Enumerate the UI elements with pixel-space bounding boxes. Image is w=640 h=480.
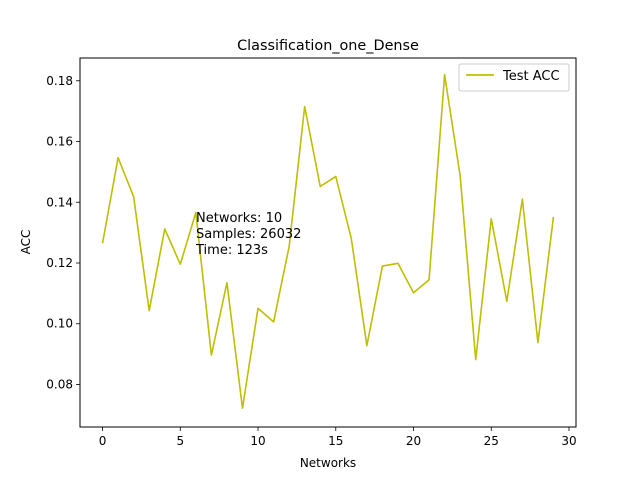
y-tick-label: 0.10 <box>46 317 73 331</box>
y-axis-label: ACC <box>19 230 33 255</box>
x-axis-label: Networks <box>300 456 356 470</box>
x-tick-label: 25 <box>484 434 499 448</box>
legend: Test ACC <box>458 63 570 92</box>
x-tick-label: 0 <box>99 434 107 448</box>
x-tick-label: 15 <box>328 434 343 448</box>
axes-frame <box>79 57 577 428</box>
y-tick-label: 0.16 <box>46 135 73 149</box>
annotation-time: Time: 123s <box>195 243 268 258</box>
chart-title: Classification_one_Dense <box>237 38 419 54</box>
x-axis: 0 5 10 15 20 25 30 <box>99 427 577 448</box>
y-tick-label: 0.08 <box>46 377 73 391</box>
y-tick-label: 0.18 <box>46 74 73 88</box>
annotation-networks: Networks: 10 <box>196 211 282 226</box>
legend-label: Test ACC <box>502 69 560 84</box>
x-tick-label: 30 <box>561 434 576 448</box>
x-tick-label: 10 <box>250 434 265 448</box>
legend-box <box>458 63 570 92</box>
plot-area <box>101 73 555 409</box>
run-info-annotation: Networks: 10 Samples: 26032 Time: 123s <box>195 211 301 258</box>
annotation-samples: Samples: 26032 <box>196 227 301 242</box>
x-tick-label: 5 <box>176 434 184 448</box>
y-tick-label: 0.12 <box>46 256 73 270</box>
series-line-0 <box>101 73 555 409</box>
y-axis: 0.08 0.10 0.12 0.14 0.16 0.18 <box>46 74 80 391</box>
x-tick-label: 20 <box>406 434 421 448</box>
y-tick-label: 0.14 <box>46 195 73 209</box>
